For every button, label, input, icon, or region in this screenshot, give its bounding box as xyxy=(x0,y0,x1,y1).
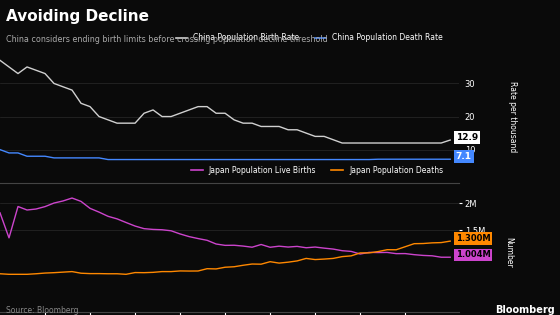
Legend: China Population Birth Rate, China Population Death Rate: China Population Birth Rate, China Popul… xyxy=(173,31,446,45)
Text: Avoiding Decline: Avoiding Decline xyxy=(6,9,148,25)
Text: Bloomberg: Bloomberg xyxy=(494,305,554,315)
Text: Source: Bloomberg: Source: Bloomberg xyxy=(6,306,78,315)
Text: 12.9: 12.9 xyxy=(456,133,478,142)
Text: 7.1: 7.1 xyxy=(456,152,472,161)
Legend: Japan Population Live Births, Japan Population Deaths: Japan Population Live Births, Japan Popu… xyxy=(188,163,446,178)
Text: China considers ending birth limits before crossing population decline threshold: China considers ending birth limits befo… xyxy=(6,35,328,44)
Text: 1.300M: 1.300M xyxy=(456,234,491,243)
Y-axis label: Number: Number xyxy=(504,237,513,267)
Y-axis label: Rate per thousand: Rate per thousand xyxy=(508,81,517,152)
Text: 1.004M: 1.004M xyxy=(456,250,491,259)
